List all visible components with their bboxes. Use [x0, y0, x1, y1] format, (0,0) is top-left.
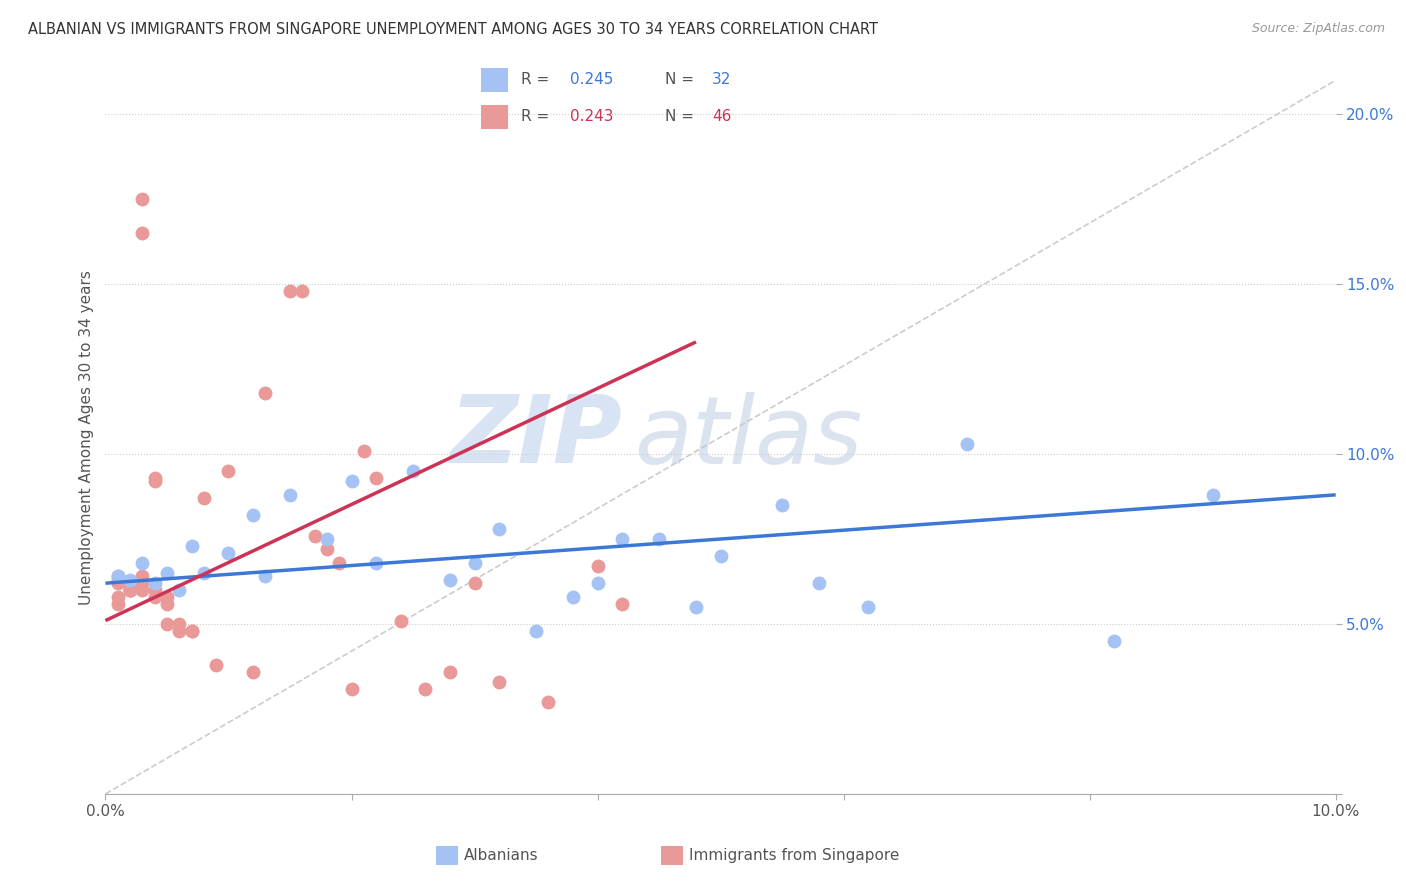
Text: 0.243: 0.243	[569, 109, 613, 124]
Point	[1104, 634, 1126, 648]
Point	[143, 590, 166, 604]
Point	[180, 539, 202, 553]
Point	[808, 576, 831, 591]
Point	[242, 508, 264, 523]
Point	[315, 542, 337, 557]
Text: Immigrants from Singapore: Immigrants from Singapore	[689, 848, 900, 863]
Point	[156, 566, 179, 580]
Point	[413, 681, 436, 696]
Text: 0.245: 0.245	[569, 72, 613, 87]
Point	[205, 657, 228, 672]
Point	[439, 573, 461, 587]
Point	[364, 556, 387, 570]
Point	[612, 532, 634, 546]
Point	[131, 569, 153, 583]
Point	[169, 617, 191, 632]
Point	[143, 475, 166, 489]
Text: 46: 46	[711, 109, 731, 124]
Point	[315, 532, 337, 546]
Point	[107, 573, 129, 587]
Point	[685, 599, 707, 614]
Point	[218, 546, 240, 560]
Point	[464, 556, 486, 570]
Point	[131, 192, 153, 206]
Text: Source: ZipAtlas.com: Source: ZipAtlas.com	[1251, 22, 1385, 36]
Point	[304, 528, 326, 542]
Point	[156, 597, 179, 611]
Point	[143, 582, 166, 597]
Point	[364, 471, 387, 485]
Point	[770, 498, 793, 512]
Point	[402, 464, 425, 478]
Text: Albanians: Albanians	[464, 848, 538, 863]
Point	[131, 582, 153, 597]
Point	[193, 566, 215, 580]
Point	[193, 491, 215, 506]
FancyBboxPatch shape	[481, 68, 508, 92]
Point	[143, 471, 166, 485]
Text: N =: N =	[665, 109, 699, 124]
Point	[1201, 488, 1223, 502]
Point	[956, 437, 979, 451]
Text: R =: R =	[522, 109, 554, 124]
Point	[340, 681, 363, 696]
Point	[131, 226, 153, 240]
Point	[156, 590, 179, 604]
Point	[169, 582, 191, 597]
Point	[488, 674, 510, 689]
Point	[107, 590, 129, 604]
Point	[524, 624, 547, 638]
Point	[537, 695, 560, 709]
Point	[107, 569, 129, 583]
Point	[242, 665, 264, 679]
Point	[389, 614, 412, 628]
Point	[278, 284, 301, 298]
Text: R =: R =	[522, 72, 554, 87]
Point	[120, 573, 141, 587]
Point	[180, 624, 202, 638]
Point	[710, 549, 733, 563]
Point	[340, 475, 363, 489]
Point	[254, 385, 277, 400]
Point	[612, 597, 634, 611]
Point	[291, 284, 314, 298]
Point	[131, 576, 153, 591]
Point	[156, 617, 179, 632]
Point	[131, 556, 153, 570]
Point	[218, 464, 240, 478]
Text: 32: 32	[711, 72, 731, 87]
Text: N =: N =	[665, 72, 699, 87]
Y-axis label: Unemployment Among Ages 30 to 34 years: Unemployment Among Ages 30 to 34 years	[79, 269, 94, 605]
Point	[254, 569, 277, 583]
Point	[488, 522, 510, 536]
Point	[586, 576, 609, 591]
Text: ZIP: ZIP	[450, 391, 621, 483]
Point	[107, 597, 129, 611]
Point	[143, 576, 166, 591]
Point	[353, 443, 375, 458]
Point	[858, 599, 880, 614]
Point	[328, 556, 350, 570]
Point	[278, 488, 301, 502]
Point	[562, 590, 585, 604]
Point	[120, 582, 141, 597]
Point	[120, 582, 141, 597]
Point	[107, 569, 129, 583]
Text: atlas: atlas	[634, 392, 863, 483]
Point	[648, 532, 671, 546]
Point	[586, 559, 609, 574]
Text: ALBANIAN VS IMMIGRANTS FROM SINGAPORE UNEMPLOYMENT AMONG AGES 30 TO 34 YEARS COR: ALBANIAN VS IMMIGRANTS FROM SINGAPORE UN…	[28, 22, 879, 37]
FancyBboxPatch shape	[481, 104, 508, 128]
Point	[120, 582, 141, 597]
Point	[464, 576, 486, 591]
Point	[439, 665, 461, 679]
Point	[120, 582, 141, 597]
Point	[107, 576, 129, 591]
Point	[180, 624, 202, 638]
Point	[169, 624, 191, 638]
